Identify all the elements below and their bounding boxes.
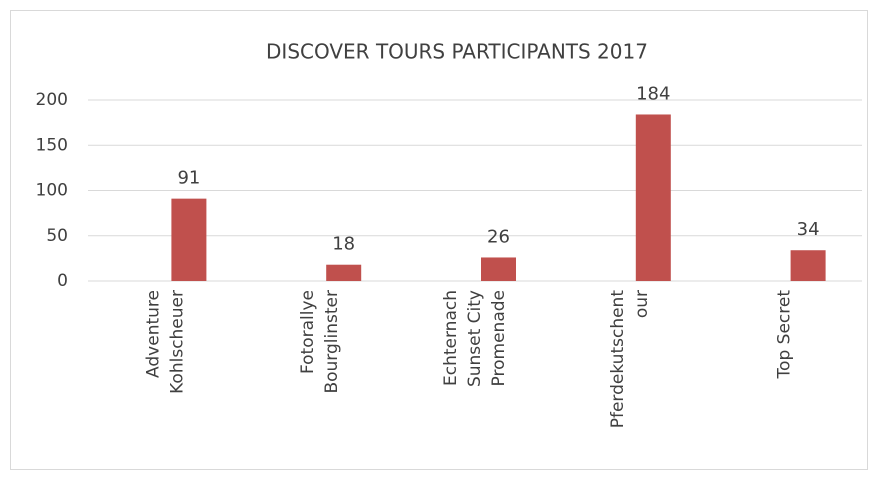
bar [635,114,671,281]
data-label: 91 [177,168,200,189]
y-tick-label: 100 [36,181,68,201]
data-label: 26 [487,226,510,247]
x-tick-label: Sunset City [465,290,485,387]
x-tick-label: Bourglinster [322,290,342,394]
y-tick-label: 50 [46,226,68,246]
x-tick-label: Fotorallye [298,290,318,374]
chart-title: DISCOVER TOURS PARTICIPANTS 2017 [266,40,648,64]
bar [326,264,362,281]
chart-border [10,10,868,470]
data-label: 18 [332,234,355,255]
bar [790,250,826,281]
x-tick-label: Top Secret [775,290,795,380]
y-tick-label: 0 [57,271,68,291]
y-tick-label: 150 [36,135,68,155]
data-label: 184 [636,83,670,104]
x-tick-label: Kohlscheuer [167,290,187,394]
x-tick-label: Promenade [489,290,509,386]
x-tick-label: Pferdekutschent [608,290,628,429]
x-tick-label: our [632,290,652,318]
y-tick-label: 200 [36,90,68,110]
bar [481,257,516,281]
x-tick-label: Echternach [441,290,461,386]
bar [171,198,207,281]
x-tick-label: Adventure [143,290,163,378]
data-label: 34 [797,219,820,240]
